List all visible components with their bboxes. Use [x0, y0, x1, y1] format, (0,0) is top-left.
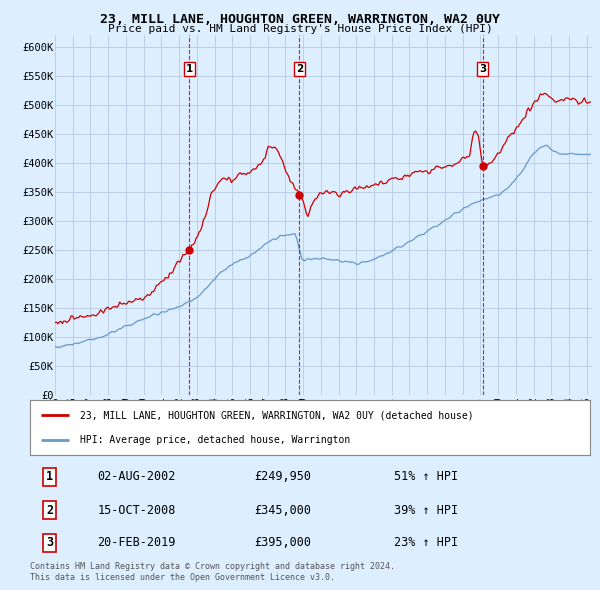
Text: 3: 3: [46, 536, 53, 549]
Text: 15-OCT-2008: 15-OCT-2008: [97, 503, 176, 516]
Text: 23, MILL LANE, HOUGHTON GREEN, WARRINGTON, WA2 0UY (detached house): 23, MILL LANE, HOUGHTON GREEN, WARRINGTO…: [80, 411, 474, 421]
Text: 20-FEB-2019: 20-FEB-2019: [97, 536, 176, 549]
Text: 23% ↑ HPI: 23% ↑ HPI: [394, 536, 458, 549]
Text: 3: 3: [479, 64, 486, 74]
Text: 2: 2: [46, 503, 53, 516]
Text: £249,950: £249,950: [254, 470, 311, 483]
Text: 2: 2: [296, 64, 303, 74]
Text: This data is licensed under the Open Government Licence v3.0.: This data is licensed under the Open Gov…: [30, 573, 335, 582]
Text: £345,000: £345,000: [254, 503, 311, 516]
Text: 02-AUG-2002: 02-AUG-2002: [97, 470, 176, 483]
Text: 1: 1: [186, 64, 193, 74]
Text: £395,000: £395,000: [254, 536, 311, 549]
Text: HPI: Average price, detached house, Warrington: HPI: Average price, detached house, Warr…: [80, 435, 350, 445]
Text: Price paid vs. HM Land Registry's House Price Index (HPI): Price paid vs. HM Land Registry's House …: [107, 24, 493, 34]
Text: 39% ↑ HPI: 39% ↑ HPI: [394, 503, 458, 516]
Text: 1: 1: [46, 470, 53, 483]
Text: 51% ↑ HPI: 51% ↑ HPI: [394, 470, 458, 483]
Text: 23, MILL LANE, HOUGHTON GREEN, WARRINGTON, WA2 0UY: 23, MILL LANE, HOUGHTON GREEN, WARRINGTO…: [100, 13, 500, 26]
Text: Contains HM Land Registry data © Crown copyright and database right 2024.: Contains HM Land Registry data © Crown c…: [30, 562, 395, 571]
